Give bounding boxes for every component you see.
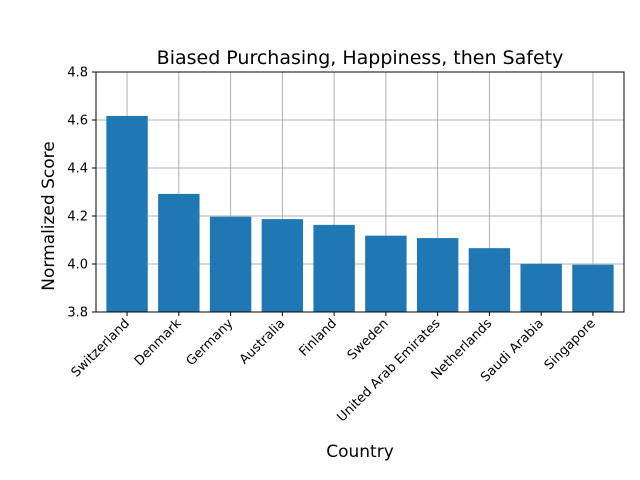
x-axis-label: Country bbox=[326, 442, 394, 462]
bar-finland bbox=[313, 224, 355, 312]
bar-denmark bbox=[158, 193, 200, 312]
chart-title: Biased Purchasing, Happiness, then Safet… bbox=[157, 47, 564, 69]
bar-australia bbox=[261, 219, 304, 312]
x-tick-label: Finland bbox=[296, 316, 339, 359]
bar-united-arab-emirates bbox=[416, 238, 459, 312]
y-tick-label: 4.4 bbox=[67, 162, 88, 177]
x-tick-label: Australia bbox=[237, 316, 288, 367]
y-tick-label: 4.2 bbox=[67, 210, 88, 225]
x-tick-label: Denmark bbox=[132, 316, 185, 369]
bar-saudi-arabia bbox=[520, 263, 562, 312]
y-axis-label: Normalized Score bbox=[39, 141, 59, 290]
y-tick-label: 4.0 bbox=[67, 258, 88, 273]
y-tick-label: 3.8 bbox=[67, 306, 88, 321]
x-tick-label: Switzerland bbox=[69, 316, 133, 380]
y-tick-label: 4.6 bbox=[67, 114, 88, 129]
x-tick-label: United Arab Emirates bbox=[335, 316, 444, 425]
bar-germany bbox=[209, 216, 252, 312]
bar-sweden bbox=[365, 235, 407, 312]
plot-frame bbox=[95, 71, 625, 313]
bar-switzerland bbox=[106, 115, 148, 312]
y-tick-label: 4.8 bbox=[67, 66, 88, 81]
x-tick-label: Sweden bbox=[345, 316, 392, 363]
bars bbox=[106, 115, 614, 312]
bar-netherlands bbox=[468, 248, 511, 312]
x-tick-label: Germany bbox=[184, 316, 237, 369]
bar-singapore bbox=[572, 264, 614, 312]
x-tick-label: Singapore bbox=[542, 316, 599, 373]
